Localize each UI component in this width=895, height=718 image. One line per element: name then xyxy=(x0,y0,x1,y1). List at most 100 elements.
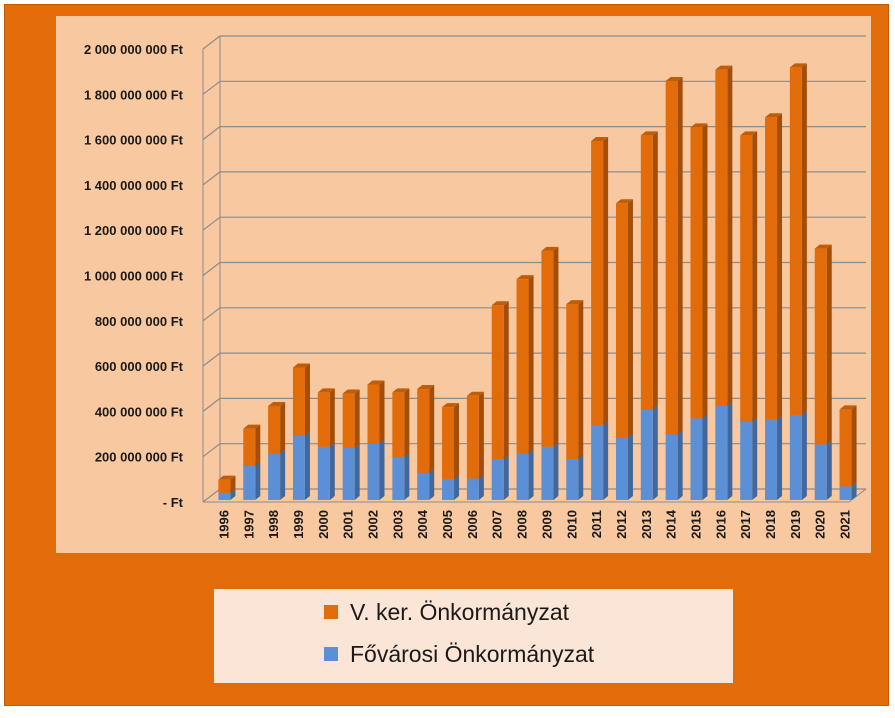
bar xyxy=(839,486,852,500)
bar-side xyxy=(478,391,484,479)
x-tick-label: 2015 xyxy=(689,510,704,539)
x-tick-label: 2002 xyxy=(366,510,381,539)
bar-side xyxy=(379,380,385,444)
y-tick-label: 2 000 000 000 Ft xyxy=(84,42,184,57)
y-tick-label: 1 200 000 000 Ft xyxy=(84,223,184,238)
gridline-depth xyxy=(202,216,221,231)
bar xyxy=(690,127,703,419)
bar xyxy=(740,135,753,422)
legend-label-fovarosi: Fővárosi Önkormányzat xyxy=(350,640,595,667)
y-tick-label: 1 000 000 000 Ft xyxy=(84,269,184,284)
bar-top xyxy=(243,424,261,429)
bar-side xyxy=(652,405,658,500)
bar-top xyxy=(292,363,310,368)
x-tick-label: 2003 xyxy=(390,510,405,539)
x-tick-label: 2012 xyxy=(614,510,629,539)
bar-side xyxy=(280,402,286,454)
bar xyxy=(491,459,504,500)
bar xyxy=(243,428,256,467)
y-tick-label: 400 000 000 Ft xyxy=(95,404,184,419)
bar-top xyxy=(367,380,385,385)
bar-side xyxy=(627,199,633,438)
bar-side xyxy=(603,136,609,426)
bar-side xyxy=(329,442,335,500)
bar-side xyxy=(603,421,609,500)
bar-top xyxy=(566,300,584,305)
y-tick-label: 1 400 000 000 Ft xyxy=(84,178,184,193)
gridline-depth xyxy=(202,443,221,458)
legend-swatch-fovarosi xyxy=(324,647,338,661)
bar xyxy=(665,80,678,435)
gridline-depth xyxy=(202,80,221,95)
bar xyxy=(268,406,281,454)
bar-top xyxy=(591,136,609,141)
bar xyxy=(789,67,802,416)
bar xyxy=(466,395,479,479)
bar-side xyxy=(429,468,435,500)
bar-side xyxy=(752,417,758,500)
bar-side xyxy=(801,63,807,416)
bar-top xyxy=(615,199,633,204)
bar-top xyxy=(740,131,758,136)
x-tick-label: 2000 xyxy=(316,510,331,539)
bar-side xyxy=(578,300,584,460)
bar-side xyxy=(553,246,559,447)
bar xyxy=(342,393,355,448)
chart-frame: - Ft 200 000 000 Ft 400 000 000 Ft 600 000 … xyxy=(4,4,889,706)
bar xyxy=(566,459,579,500)
x-tick-label: 1998 xyxy=(266,510,281,539)
bar xyxy=(491,305,504,460)
bar-side xyxy=(777,415,783,500)
bar xyxy=(243,466,256,500)
bar-side xyxy=(702,414,708,500)
bar-top xyxy=(466,391,484,396)
bar xyxy=(417,389,430,473)
gridline-depth xyxy=(202,352,221,367)
bar-side xyxy=(801,411,807,500)
bar xyxy=(591,140,604,426)
x-tick-label: 2017 xyxy=(738,510,753,539)
bar xyxy=(765,117,778,420)
y-tick-label: 200 000 000 Ft xyxy=(95,450,184,465)
legend: V. ker. Önkormányzat Fővárosi Önkormányz… xyxy=(214,589,733,683)
bar xyxy=(218,493,231,500)
bar xyxy=(342,447,355,500)
plot-area: - Ft 200 000 000 Ft 400 000 000 Ft 600 000 … xyxy=(56,16,871,553)
bar xyxy=(789,415,802,500)
x-tick-label: 2018 xyxy=(763,510,778,539)
x-tick-label: 2019 xyxy=(788,510,803,539)
bar xyxy=(292,367,305,436)
bar-top xyxy=(640,131,658,136)
bar-side xyxy=(677,430,683,500)
bar xyxy=(442,407,455,480)
bar-side xyxy=(329,388,335,447)
bar-top xyxy=(491,301,509,306)
bar xyxy=(615,437,628,500)
legend-label-v-ker: V. ker. Önkormányzat xyxy=(350,598,570,625)
chart-svg: - Ft 200 000 000 Ft 400 000 000 Ft 600 000 … xyxy=(84,35,867,539)
bar-side xyxy=(230,475,236,494)
x-tick-label: 2013 xyxy=(639,510,654,539)
gridline-depth xyxy=(202,126,221,141)
bar-side xyxy=(677,76,683,435)
y-tick-label: - Ft xyxy=(163,495,184,510)
bar xyxy=(566,304,579,460)
bar xyxy=(442,479,455,500)
bar xyxy=(392,392,405,457)
bar-side xyxy=(454,475,460,500)
bar xyxy=(715,69,728,407)
x-tick-label: 2014 xyxy=(664,509,679,539)
bar-top xyxy=(814,244,832,249)
bar-side xyxy=(304,431,310,500)
bar xyxy=(367,384,380,444)
bar-side xyxy=(379,439,385,500)
gridline-depth xyxy=(202,171,221,186)
x-tick-label: 2016 xyxy=(713,510,728,539)
bar-side xyxy=(304,363,310,436)
bar xyxy=(615,203,628,438)
bar xyxy=(292,435,305,500)
bar-side xyxy=(652,131,658,410)
bar-top xyxy=(417,385,435,390)
bar-side xyxy=(503,301,509,460)
bar-top xyxy=(690,123,708,128)
